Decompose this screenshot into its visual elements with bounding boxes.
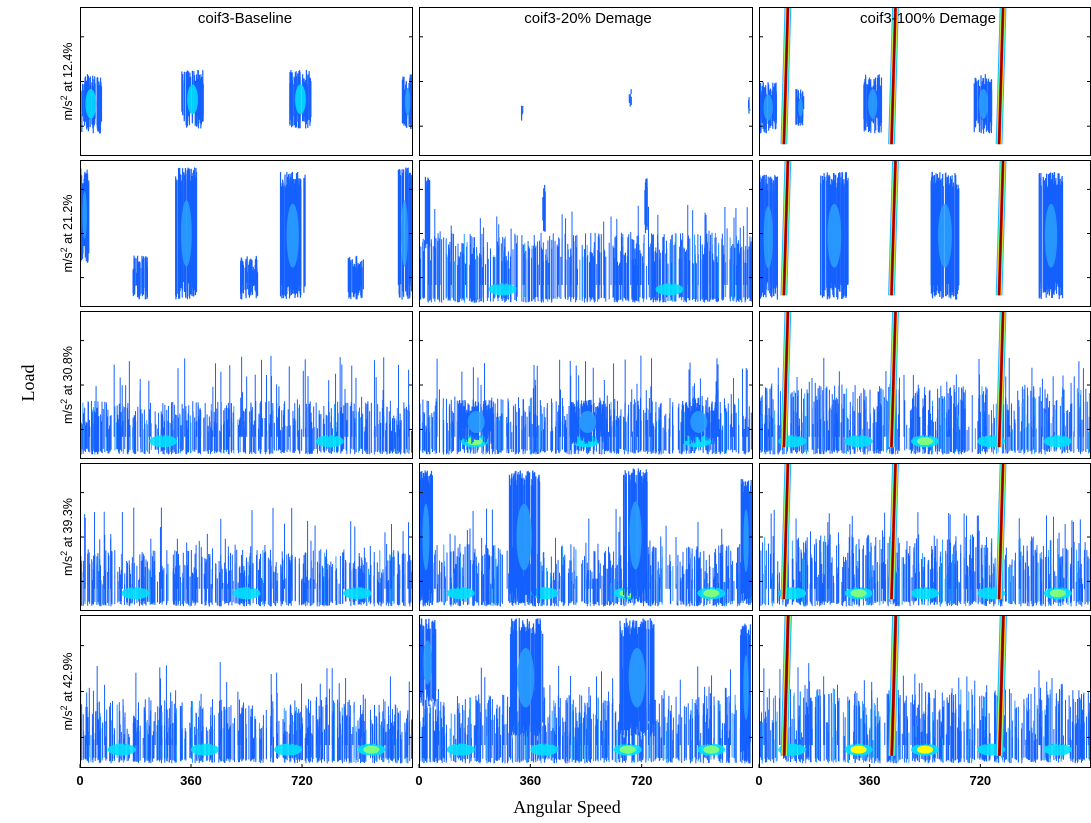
scalogram-blob [404,87,411,116]
scalogram-blob [690,410,708,434]
scalogram-blob [911,587,939,600]
scalogram-spike [890,160,897,296]
scalogram-blob [743,509,749,573]
scalogram-blob [121,587,150,600]
scalogram-blob [1044,203,1058,268]
scalogram-panel [80,463,413,611]
scalogram-panel [80,160,413,307]
scalogram-blob-core [850,589,867,598]
scalogram-blob [286,203,299,268]
scalogram-panel [759,311,1091,459]
scalogram-spike [782,7,789,145]
scalogram-blob [295,84,306,115]
scalogram-spike [890,7,897,145]
scalogram-spike [890,311,897,448]
scalogram-blob [187,84,198,115]
scalogram-panel [419,311,753,459]
scalogram-blob [232,587,261,600]
scalogram-panel [759,463,1091,611]
scalogram-blob-core [1049,589,1066,598]
scalogram-panel [759,160,1091,307]
scalogram-blob [763,205,773,269]
scalogram-spike [782,463,789,600]
scalogram-blob [343,587,372,600]
scalogram-blob [315,435,344,448]
scalogram-blob [844,435,873,448]
scalogram-blob [827,203,842,268]
scalogram-blob [85,88,97,119]
scalogram-blob [530,587,559,600]
panel-background [759,7,1091,156]
scalogram-blob-core [703,589,720,598]
scalogram-blob [763,94,773,121]
scalogram-blob [488,283,517,296]
scalogram-panel [80,615,413,768]
scalogram-panel [419,7,753,156]
scalogram-spike [998,463,1005,600]
panel-grid [80,7,1091,768]
scalogram-panel [759,7,1091,156]
scalogram-spike [782,160,789,296]
scalogram-spike [890,463,897,600]
scalogram-spike [998,7,1005,145]
scalogram-blob [467,410,485,434]
scalogram-spike [998,311,1005,448]
scalogram-blob [629,501,642,570]
scalogram-blob [401,200,408,267]
scalogram-blob [446,587,475,600]
scalogram-blob [579,410,597,434]
scalogram-blob [655,283,684,296]
scalogram-spike [998,160,1005,296]
scalogram-blob [422,503,430,571]
scalogram-blob [1043,435,1072,448]
scalogram-blob [516,503,532,571]
scalogram-blob [868,88,878,119]
scalogram-spike [782,311,789,448]
scalogram-blob [978,88,989,119]
panel-background [80,7,413,156]
scalogram-blob-core [917,437,933,446]
scalogram-panel [80,7,413,156]
scalogram-blob [149,435,178,448]
scalogram-panel [419,463,753,611]
panel-background [759,160,1091,307]
scalogram-blob [82,191,87,240]
scalogram-panel [419,160,753,307]
scalogram-blob [180,200,192,267]
scalogram-blob [798,98,803,117]
panel-background [419,7,753,156]
scalogram-blob [938,203,952,268]
scalogram-panel [80,311,413,459]
